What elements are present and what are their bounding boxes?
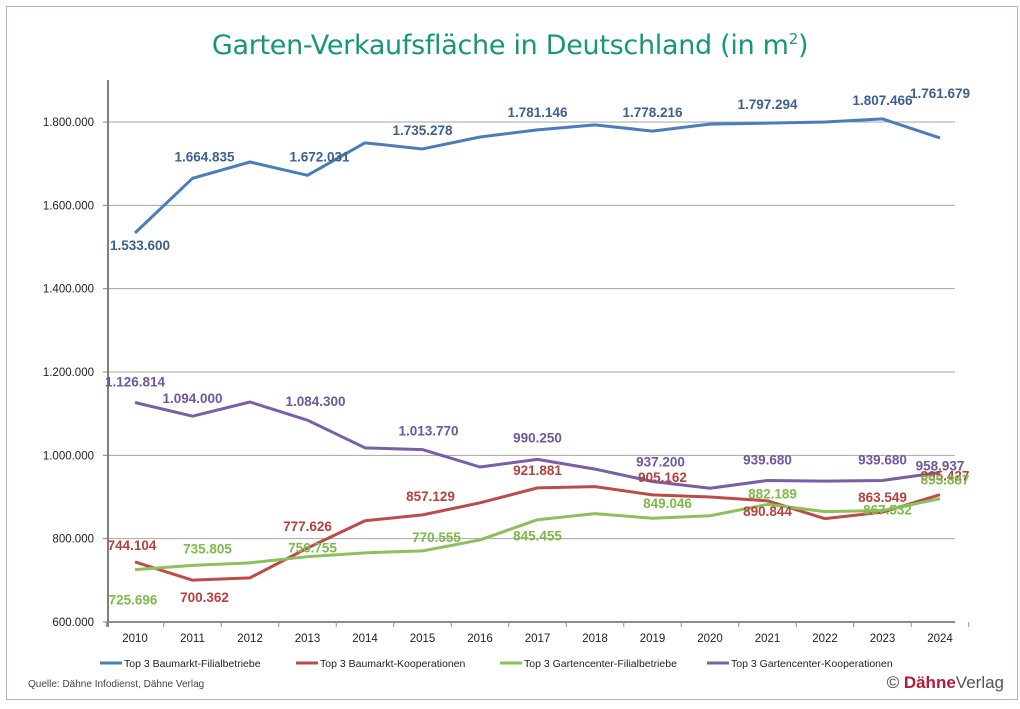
data-label: 1.094.000 [162, 391, 222, 406]
y-axis-ticks: 600.000 800.000 1.000.000 1.200.000 1.400.00… [43, 117, 108, 629]
series-line-2 [134, 485, 941, 582]
source-note: Quelle: Dähne Infodienst, Dähne Verlag [28, 679, 205, 690]
data-label: 958.937 [916, 458, 965, 473]
data-label: 845.455 [513, 529, 562, 544]
x-tick-label: 2023 [870, 633, 896, 645]
data-label: 939.680 [858, 452, 907, 467]
series-line-3 [134, 497, 941, 572]
data-label: 1.013.770 [398, 424, 458, 439]
x-tick-label: 2018 [582, 633, 608, 645]
legend-label-2: Top 3 Baumarkt-Kooperationen [320, 658, 465, 670]
x-axis-ticks: 2010 2011 2012 2013 2014 2015 2016 2017 2018 2019… [105, 622, 970, 645]
legend: Top 3 Baumarkt-Filialbetriebe Top 3 Bauma… [100, 658, 893, 670]
data-label: 990.250 [513, 430, 562, 445]
data-label: 1.084.300 [285, 394, 345, 409]
y-tick-label: 1.600.000 [43, 200, 94, 212]
data-label: 1.797.294 [737, 97, 798, 112]
x-tick-label: 2014 [352, 633, 378, 645]
chart-frame [6, 6, 1018, 700]
x-tick-label: 2019 [640, 633, 666, 645]
legend-label-4: Top 3 Gartencenter-Kooperationen [731, 658, 893, 670]
data-label: 867.532 [863, 503, 912, 518]
x-tick-label: 2020 [697, 633, 723, 645]
y-tick-label: 1.400.000 [43, 284, 94, 296]
y-tick-label: 800.000 [52, 534, 94, 546]
logo-suffix: Verlag [955, 673, 1004, 692]
data-label: 725.696 [109, 593, 158, 608]
x-tick-label: 2017 [525, 633, 551, 645]
data-label: 849.046 [643, 496, 692, 511]
x-tick-label: 2024 [927, 633, 953, 645]
legend-label-1: Top 3 Baumarkt-Filialbetriebe [124, 658, 261, 670]
x-tick-label: 2022 [812, 633, 838, 645]
data-label: 1.664.835 [174, 149, 235, 164]
x-tick-label: 2011 [180, 633, 205, 645]
data-label: 863.549 [858, 490, 907, 505]
data-label: 905.162 [638, 470, 687, 485]
data-label: 939.680 [743, 452, 792, 467]
series-lines [133, 117, 941, 582]
data-label: 921.881 [513, 463, 562, 478]
y-tick-label: 1.000.000 [43, 450, 94, 462]
data-label: 895.887 [921, 473, 970, 488]
y-tick-label: 1.800.000 [43, 117, 94, 129]
x-tick-label: 2016 [467, 633, 493, 645]
data-label: 1.778.216 [622, 105, 683, 120]
x-tick-label: 2015 [410, 633, 436, 645]
data-label: 735.805 [183, 541, 232, 556]
series-line-1 [133, 117, 941, 235]
x-tick-label: 2021 [755, 633, 781, 645]
data-label: 937.200 [636, 455, 685, 470]
data-label: 1.672.031 [289, 149, 350, 164]
data-label: 857.129 [406, 489, 455, 504]
data-label: 756.755 [288, 541, 337, 556]
y-tick-label: 1.200.000 [43, 367, 94, 379]
y-tick-label: 600.000 [52, 617, 94, 629]
data-label: 1.126.814 [105, 374, 166, 389]
chart-title-text: Garten-Verkaufsfläche in Deutschland (in… [211, 30, 789, 61]
x-tick-label: 2012 [237, 633, 263, 645]
data-label: 882.189 [748, 486, 797, 501]
legend-label-3: Top 3 Gartencenter-Filialbetriebe [524, 658, 677, 670]
logo-brand: Dähne [903, 673, 956, 692]
chart-title-suffix: ) [797, 30, 809, 61]
chart-title-superscript: 2 [788, 30, 799, 48]
data-label: 744.104 [108, 538, 157, 553]
series-line-4 [134, 400, 941, 490]
data-label: 1.735.278 [392, 123, 453, 138]
chart-title: Garten-Verkaufsfläche in Deutschland (in… [0, 30, 1020, 61]
x-tick-label: 2010 [122, 633, 148, 645]
data-label: 770.555 [412, 530, 461, 545]
gridlines [108, 121, 955, 540]
publisher-logo: © DähneVerlag [887, 673, 1004, 693]
data-label: 777.626 [283, 519, 332, 534]
data-label: 700.362 [180, 590, 229, 605]
x-tick-label: 2013 [295, 633, 321, 645]
data-label: 1.533.600 [110, 238, 170, 253]
data-label: 905.427 [921, 469, 970, 484]
data-label: 1.761.679 [910, 86, 970, 101]
axes [107, 80, 955, 627]
data-labels: 1.533.600 1.664.835 1.672.031 1.735.278 1.78… [105, 86, 970, 608]
data-label: 1.781.146 [507, 105, 568, 120]
data-label: 1.807.466 [852, 93, 913, 108]
copyright-icon: © [886, 673, 900, 692]
data-label: 890.844 [743, 504, 792, 519]
